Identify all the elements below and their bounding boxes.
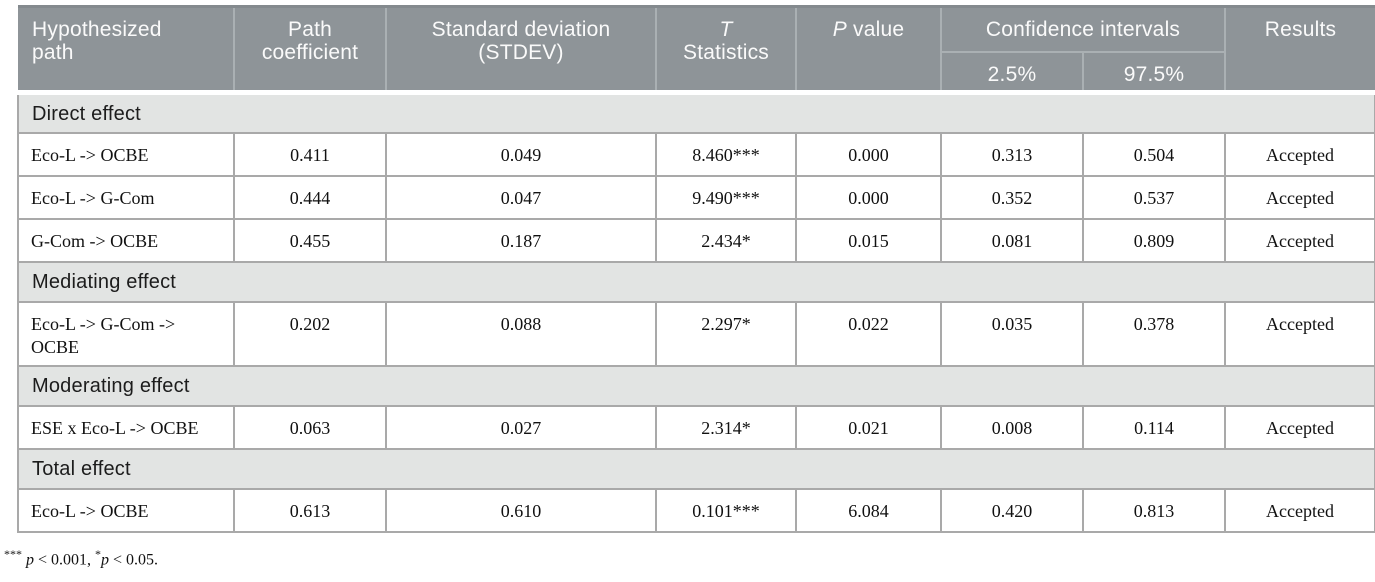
cell-coefficient: 0.063 <box>233 404 387 450</box>
col-header-stdev: Standard deviation (STDEV) <box>385 5 656 93</box>
col-header-stdev-label: Standard deviation (STDEV) <box>431 18 611 64</box>
cell-path: ESE x Eco-L -> OCBE <box>17 404 235 450</box>
significance-footnote: *** p < 0.001, *p < 0.05. <box>4 547 1375 569</box>
section-label: Mediating effect <box>17 261 1375 303</box>
cell-path: Eco-L -> OCBE <box>17 487 235 533</box>
cell-result: Accepted <box>1224 300 1375 367</box>
cell-result: Accepted <box>1224 174 1375 220</box>
table-row: Eco-L -> OCBE 0.613 0.610 0.101*** 6.084… <box>17 487 1375 533</box>
section-label: Moderating effect <box>17 365 1375 407</box>
path-text: Eco-L -> OCBE <box>31 144 149 165</box>
col-header-ci-low: 2.5% <box>940 51 1083 93</box>
cell-stdev: 0.610 <box>385 487 657 533</box>
table-body: Direct effect Eco-L -> OCBE 0.411 0.049 … <box>17 90 1375 533</box>
cell-result: Accepted <box>1224 131 1375 177</box>
cell-result: Accepted <box>1224 217 1375 263</box>
table-header: Hypothesized path Path coefficient Stand… <box>18 5 1375 93</box>
cell-path: G-Com -> OCBE <box>17 217 235 263</box>
footnote-stars-001: *** <box>4 546 22 561</box>
path-text: ESE x Eco-L -> OCBE <box>31 417 199 438</box>
section-row-direct-effect: Direct effect <box>17 90 1375 134</box>
p-value-symbol: P <box>832 18 847 41</box>
cell-t-statistic: 2.314* <box>655 404 797 450</box>
page: Hypothesized path Path coefficient Stand… <box>4 5 1375 569</box>
cell-stdev: 0.049 <box>385 131 657 177</box>
cell-stdev: 0.027 <box>385 404 657 450</box>
table-row: Eco-L -> OCBE 0.411 0.049 8.460*** 0.000… <box>17 131 1375 177</box>
section-label: Total effect <box>17 448 1375 490</box>
cell-p-value: 0.022 <box>795 300 942 367</box>
cell-ci-low: 0.008 <box>940 404 1084 450</box>
path-text: G-Com -> OCBE <box>31 230 159 251</box>
path-text: Eco-L -> G-Com -> OCBE <box>31 313 176 357</box>
cell-ci-high: 0.537 <box>1082 174 1226 220</box>
cell-path: Eco-L -> OCBE <box>17 131 235 177</box>
cell-ci-low: 0.035 <box>940 300 1084 367</box>
col-header-path-coefficient: Path coefficient <box>233 5 386 93</box>
footnote-text-001: < 0.001, <box>34 550 96 568</box>
cell-ci-high: 0.504 <box>1082 131 1226 177</box>
cell-coefficient: 0.455 <box>233 217 387 263</box>
cell-path: Eco-L -> G-Com -> OCBE <box>17 300 235 367</box>
cell-stdev: 0.088 <box>385 300 657 367</box>
cell-t-statistic: 2.297* <box>655 300 797 367</box>
table-row: ESE x Eco-L -> OCBE 0.063 0.027 2.314* 0… <box>17 404 1375 450</box>
col-header-t-statistics: T Statistics <box>655 5 796 93</box>
cell-coefficient: 0.444 <box>233 174 387 220</box>
footnote-p-symbol: p <box>26 550 34 568</box>
cell-ci-high: 0.378 <box>1082 300 1226 367</box>
col-header-confidence-intervals: Confidence intervals <box>940 5 1225 53</box>
path-text: Eco-L -> OCBE <box>31 500 149 521</box>
cell-stdev: 0.047 <box>385 174 657 220</box>
table-row: Eco-L -> G-Com -> OCBE 0.202 0.088 2.297… <box>17 300 1375 367</box>
cell-result: Accepted <box>1224 404 1375 450</box>
cell-coefficient: 0.411 <box>233 131 387 177</box>
cell-ci-low: 0.420 <box>940 487 1084 533</box>
p-value-word: value <box>846 18 905 41</box>
footnote-star-005: * <box>95 546 102 561</box>
cell-p-value: 6.084 <box>795 487 942 533</box>
cell-coefficient: 0.202 <box>233 300 387 367</box>
cell-stdev: 0.187 <box>385 217 657 263</box>
col-header-path-coefficient-label: Path coefficient <box>261 18 359 64</box>
cell-t-statistic: 8.460*** <box>655 131 797 177</box>
col-header-hypothesized-path-label: Hypothesized path <box>32 18 162 64</box>
cell-ci-high: 0.809 <box>1082 217 1226 263</box>
cell-result: Accepted <box>1224 487 1375 533</box>
cell-p-value: 0.015 <box>795 217 942 263</box>
cell-p-value: 0.000 <box>795 174 942 220</box>
cell-ci-low: 0.352 <box>940 174 1084 220</box>
cell-path: Eco-L -> G-Com <box>17 174 235 220</box>
cell-ci-low: 0.081 <box>940 217 1084 263</box>
header-row-main: Hypothesized path Path coefficient Stand… <box>18 5 1375 93</box>
section-row-mediating-effect: Mediating effect <box>17 261 1375 303</box>
table-row: G-Com -> OCBE 0.455 0.187 2.434* 0.015 0… <box>17 217 1375 263</box>
cell-t-statistic: 2.434* <box>655 217 797 263</box>
footnote-text-005: < 0.05. <box>109 550 159 568</box>
col-header-hypothesized-path: Hypothesized path <box>18 5 234 93</box>
t-statistics-word: Statistics <box>682 41 770 64</box>
cell-ci-high: 0.114 <box>1082 404 1226 450</box>
cell-p-value: 0.000 <box>795 131 942 177</box>
section-label: Direct effect <box>17 90 1375 134</box>
results-table: Hypothesized path Path coefficient Stand… <box>17 5 1375 533</box>
cell-p-value: 0.021 <box>795 404 942 450</box>
cell-t-statistic: 0.101*** <box>655 487 797 533</box>
col-header-ci-high: 97.5% <box>1082 51 1225 93</box>
t-statistics-symbol: T <box>719 18 733 41</box>
col-header-results: Results <box>1224 5 1375 93</box>
header-row-sub: 2.5% 97.5% <box>18 51 1375 93</box>
section-row-moderating-effect: Moderating effect <box>17 365 1375 407</box>
col-header-p-value: P value <box>795 5 941 93</box>
footnote-p-symbol: p <box>101 550 110 568</box>
path-text: Eco-L -> G-Com <box>31 187 155 208</box>
cell-ci-high: 0.813 <box>1082 487 1226 533</box>
section-row-total-effect: Total effect <box>17 448 1375 490</box>
cell-ci-low: 0.313 <box>940 131 1084 177</box>
table-row: Eco-L -> G-Com 0.444 0.047 9.490*** 0.00… <box>17 174 1375 220</box>
cell-coefficient: 0.613 <box>233 487 387 533</box>
cell-t-statistic: 9.490*** <box>655 174 797 220</box>
